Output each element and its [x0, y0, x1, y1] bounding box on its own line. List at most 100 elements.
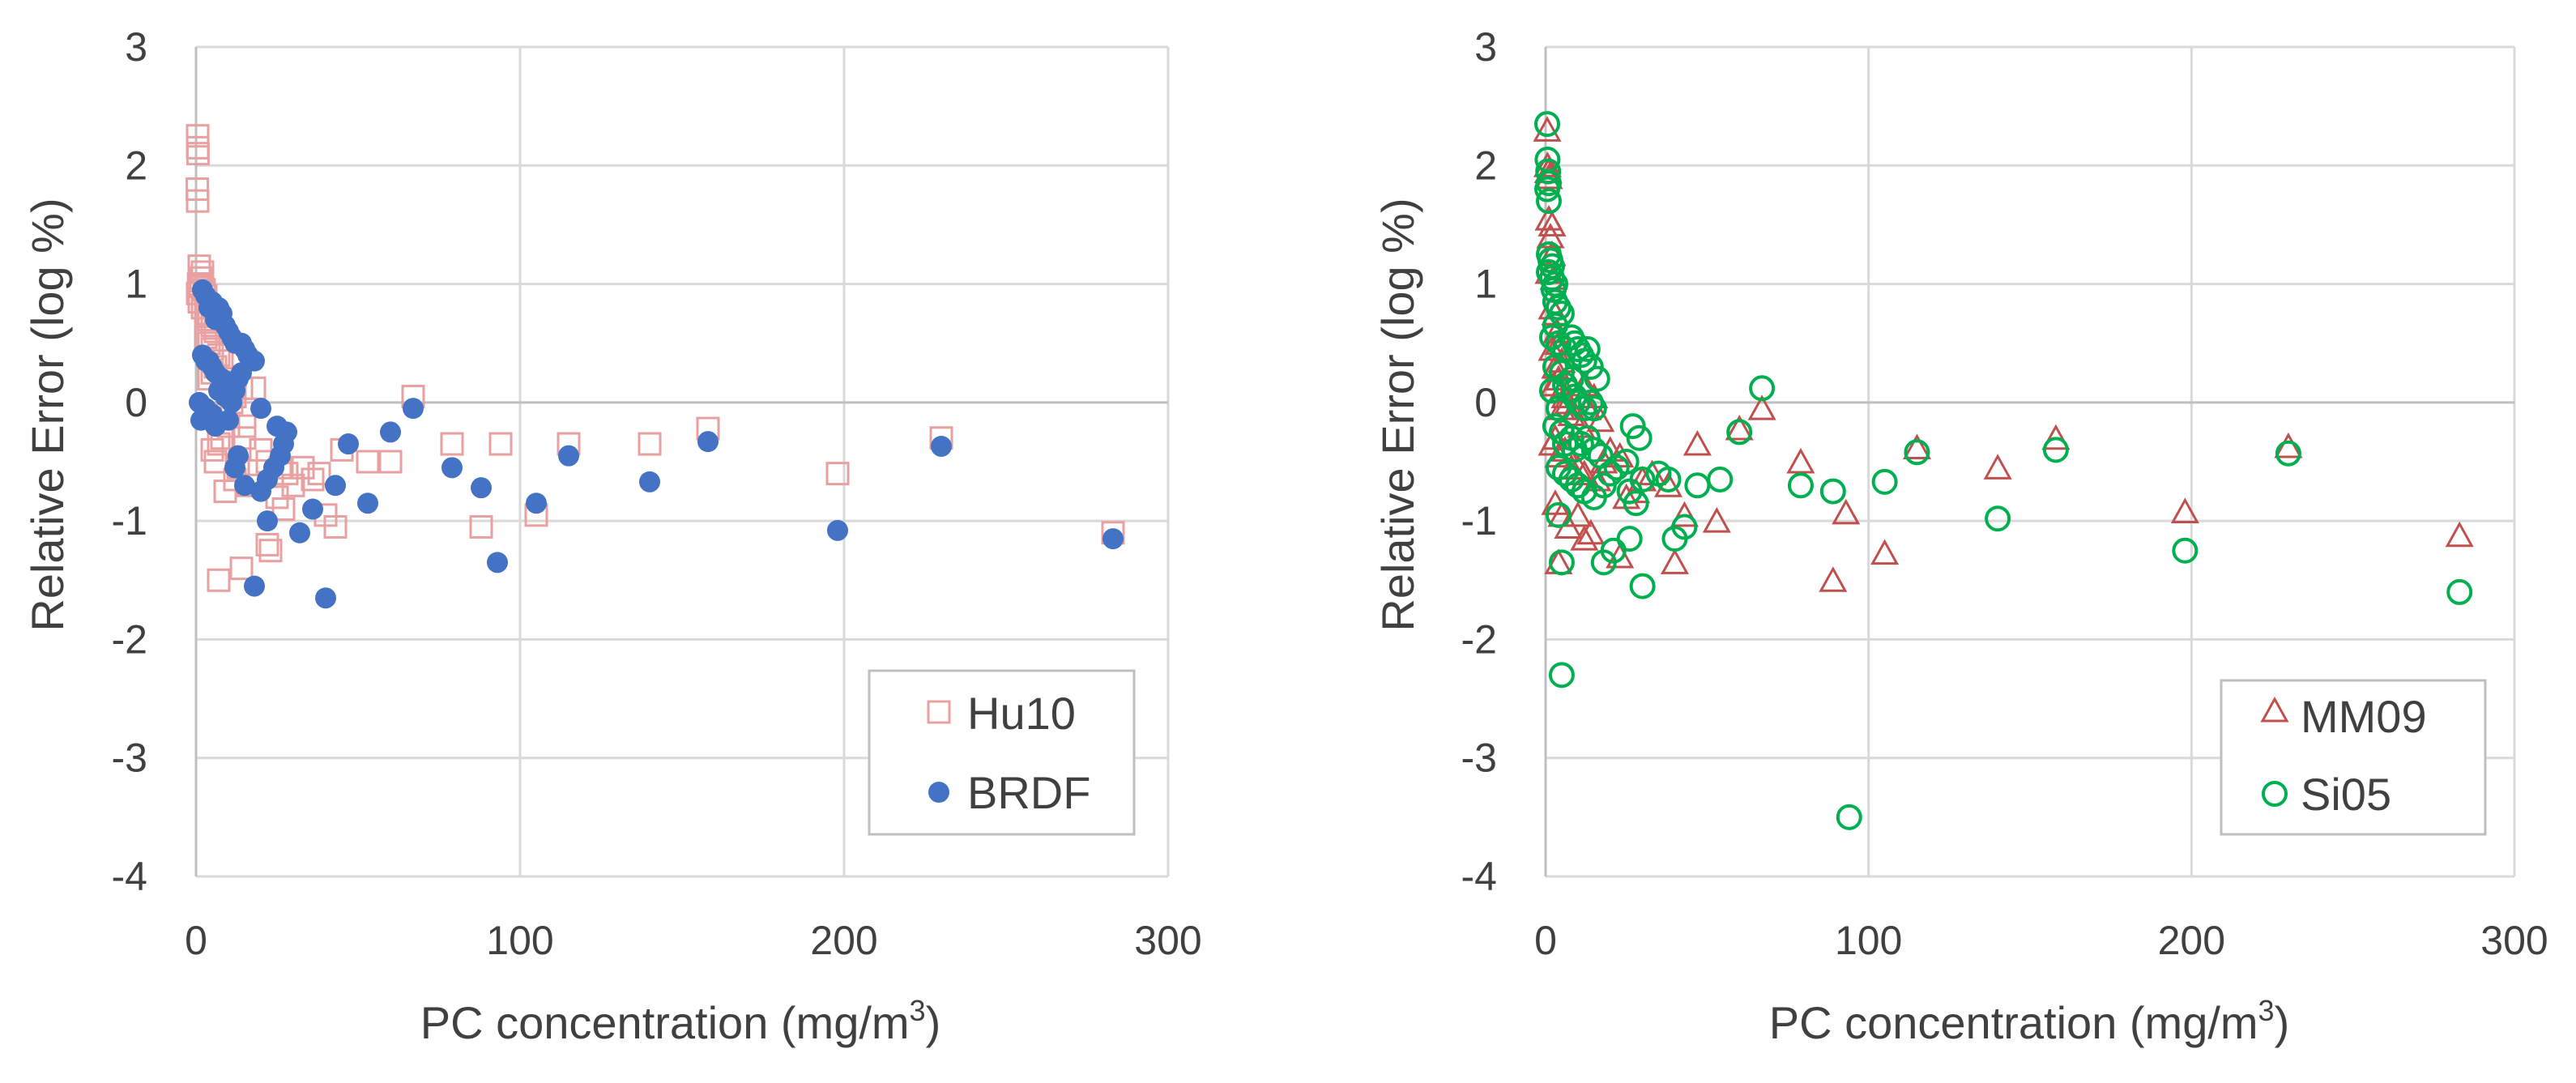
point-hu10: [207, 568, 231, 592]
point-hu10: [638, 432, 662, 456]
x-tick-label: 300: [1134, 918, 1201, 963]
point-mm09: [1563, 501, 1593, 527]
point-si05: [1548, 662, 1575, 689]
point-si05: [1545, 501, 1572, 528]
point-si05: [1836, 804, 1862, 830]
y-tick-label: 2: [1474, 143, 1497, 188]
point-hu10: [440, 432, 464, 456]
y-tick-label: -3: [1461, 736, 1497, 781]
point-hu10: [307, 462, 331, 486]
left-chart-axes: [194, 47, 1168, 876]
point-si05: [2042, 437, 2069, 463]
point-mm09: [1747, 394, 1776, 420]
right-chart-tick-labels: 3 2 1 0 -1 -2 -3 -4 0 100 200 300: [1461, 24, 2548, 963]
y-tick-label: 0: [1474, 380, 1497, 425]
x-tick-label: 0: [1534, 918, 1557, 963]
point-si05: [1787, 472, 1814, 499]
right-chart-marks: [1533, 111, 2474, 830]
point-brdf: [471, 477, 492, 499]
point-mm09: [1702, 507, 1731, 533]
point-brdf: [697, 431, 719, 453]
point-mm09: [1902, 433, 1932, 459]
left-chart-y-axis-title: Relative Error (log %): [22, 198, 73, 631]
point-hu10: [213, 480, 237, 504]
point-mm09: [1576, 518, 1606, 545]
point-si05: [1726, 419, 1753, 446]
legend-label-hu10: Hu10: [967, 688, 1076, 739]
point-hu10: [488, 432, 513, 456]
legend-box: [868, 669, 1136, 836]
x-tick-label: 200: [810, 918, 877, 963]
point-si05: [1684, 472, 1711, 499]
legend-marker-si05: [2262, 781, 2288, 807]
series-hu10: [186, 124, 1125, 592]
point-si05: [1707, 466, 1734, 492]
y-tick-label: -4: [1461, 854, 1497, 899]
point-brdf: [639, 471, 660, 492]
point-si05: [1548, 549, 1575, 576]
point-si05: [1629, 466, 1656, 492]
point-mm09: [1786, 447, 1815, 474]
point-mm09: [2274, 432, 2303, 458]
point-mm09: [1583, 465, 1612, 492]
x-tick-label: 300: [2480, 918, 2548, 963]
point-brdf: [1102, 528, 1124, 550]
right-chart-y-axis-title: Relative Error (log %): [1372, 198, 1423, 631]
point-mm09: [1983, 454, 2012, 480]
point-si05: [1540, 276, 1567, 303]
point-hu10: [271, 497, 296, 522]
series-si05: [1533, 111, 2473, 830]
point-si05: [1580, 437, 1607, 463]
y-tick-label: 1: [125, 262, 147, 307]
y-tick-label: 3: [1474, 24, 1497, 70]
point-brdf: [338, 433, 359, 455]
point-brdf: [827, 519, 848, 541]
left-chart-grid: [196, 45, 1170, 878]
point-mm09: [1660, 548, 1690, 574]
point-brdf: [228, 445, 249, 467]
point-mm09: [2170, 497, 2199, 523]
point-si05: [1538, 377, 1565, 404]
point-si05: [1535, 158, 1562, 185]
point-brdf: [244, 575, 265, 597]
point-hu10: [258, 539, 283, 563]
point-hu10: [301, 467, 325, 492]
left-chart-marks: [186, 124, 1125, 609]
point-brdf: [315, 587, 336, 609]
point-mm09: [1670, 501, 1699, 527]
point-si05: [1655, 466, 1682, 492]
point-brdf: [403, 398, 424, 420]
left-chart-tick-labels: 3 2 1 0 -1 -2 -3 -4 0 100 200 300: [112, 24, 1202, 963]
legend-label-si05: Si05: [2301, 769, 2391, 820]
point-si05: [1574, 336, 1601, 363]
point-mm09: [1533, 116, 1562, 142]
y-tick-label: 2: [125, 143, 147, 188]
point-hu10: [186, 142, 210, 166]
left-chart: 3 2 1 0 -1 -2 -3 -4 0 100 200 300 Relative Error (l…: [22, 24, 1202, 1048]
legend-marker-mm09: [2260, 696, 2289, 723]
point-hu10: [203, 450, 228, 474]
y-tick-label: -4: [112, 854, 147, 899]
legend-marker-hu10: [927, 700, 951, 724]
point-brdf: [218, 409, 239, 431]
point-si05: [1580, 395, 1607, 422]
point-hu10: [323, 514, 348, 539]
point-mm09: [1533, 151, 1562, 177]
y-tick-label: -2: [112, 616, 147, 662]
legend-label-mm09: MM09: [2301, 691, 2427, 742]
point-brdf: [526, 492, 547, 514]
point-brdf: [234, 475, 255, 497]
point-si05: [1819, 478, 1846, 505]
point-hu10: [186, 135, 210, 160]
point-si05: [2172, 537, 2199, 564]
point-si05: [1626, 424, 1653, 451]
point-hu10: [469, 514, 493, 539]
point-mm09: [1534, 163, 1563, 190]
point-mm09: [2041, 424, 2071, 450]
point-hu10: [356, 450, 380, 474]
point-brdf: [487, 552, 508, 573]
point-si05: [1749, 375, 1776, 402]
legend-marker-brdf: [928, 782, 949, 803]
point-hu10: [200, 437, 224, 462]
point-si05: [1871, 468, 1898, 495]
